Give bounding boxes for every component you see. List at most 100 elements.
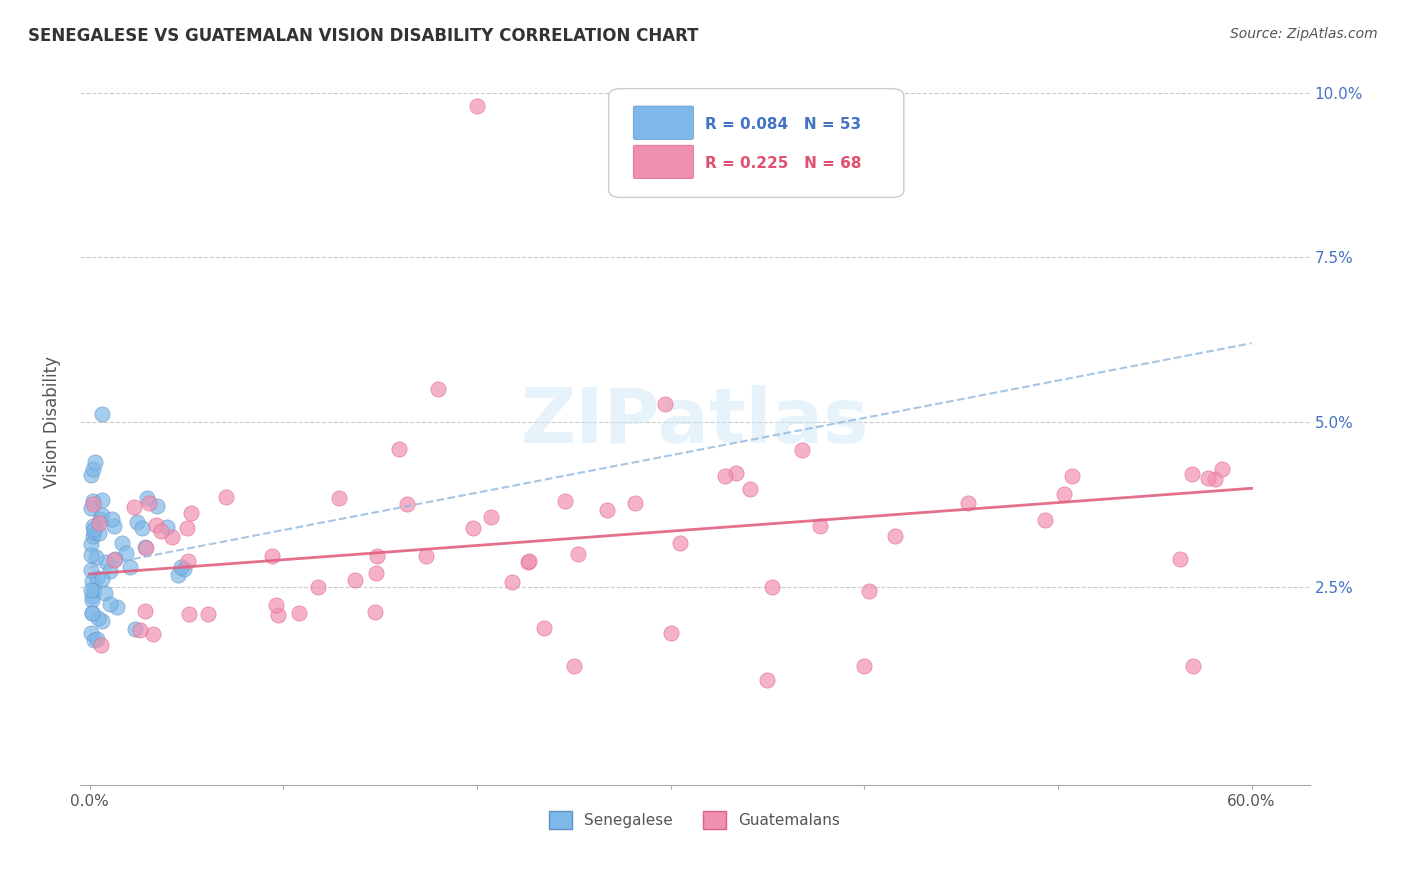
Point (1211, 461, 1233, 475)
Point (82, 574, 104, 588)
Point (94, 586, 117, 600)
Point (80, 626, 103, 640)
Point (756, 673, 779, 687)
Point (173, 562, 195, 576)
Point (80, 549, 103, 563)
Point (654, 397, 676, 411)
Point (713, 468, 735, 483)
Point (80, 563, 103, 577)
Point (118, 560, 141, 574)
Point (501, 575, 523, 590)
Point (461, 521, 484, 535)
Point (197, 607, 219, 621)
Point (1168, 551, 1191, 566)
Point (761, 580, 783, 594)
Point (101, 512, 124, 526)
Point (533, 621, 555, 635)
Point (104, 551, 127, 566)
Point (858, 583, 880, 598)
Point (659, 626, 682, 640)
Point (150, 524, 173, 538)
Point (82, 519, 104, 533)
Point (146, 499, 169, 513)
Point (562, 659, 585, 673)
Point (135, 541, 157, 555)
Point (115, 546, 138, 560)
Point (792, 442, 814, 457)
Point (267, 608, 290, 623)
Point (624, 496, 647, 510)
Point (103, 553, 125, 567)
Point (262, 549, 284, 563)
Point (80, 582, 103, 597)
Point (328, 491, 350, 506)
Point (80, 501, 103, 516)
Point (80, 607, 103, 621)
Point (83, 522, 105, 536)
Point (98, 597, 121, 611)
Point (87, 611, 110, 625)
Point (364, 605, 387, 619)
Point (344, 573, 367, 587)
Point (84, 549, 107, 564)
Point (1053, 487, 1076, 501)
Point (131, 521, 153, 535)
Point (82, 461, 104, 475)
Point (479, 509, 502, 524)
Point (170, 560, 193, 574)
Point (264, 598, 287, 612)
Point (96, 555, 118, 569)
Point (82, 494, 104, 508)
Point (1060, 468, 1083, 483)
Point (91, 572, 114, 586)
Point (1181, 467, 1204, 482)
Point (80, 537, 103, 551)
Point (364, 566, 387, 581)
Point (180, 506, 202, 520)
Point (1197, 471, 1219, 485)
Point (388, 442, 411, 456)
Point (100, 564, 122, 578)
Point (87, 516, 110, 530)
Point (517, 555, 540, 569)
FancyBboxPatch shape (609, 88, 904, 197)
Point (176, 521, 198, 535)
FancyBboxPatch shape (633, 145, 693, 178)
Point (82, 592, 104, 607)
Point (135, 491, 157, 505)
Point (853, 659, 876, 673)
Point (145, 518, 167, 533)
Point (82, 529, 104, 543)
Y-axis label: Vision Disability: Vision Disability (44, 356, 60, 488)
Point (83, 633, 105, 648)
Point (810, 519, 832, 533)
Point (89, 526, 111, 541)
Point (156, 520, 179, 534)
Point (160, 530, 183, 544)
Point (1035, 513, 1057, 527)
Point (517, 554, 540, 568)
Point (957, 495, 980, 509)
Point (177, 554, 200, 568)
Point (167, 568, 190, 582)
Point (89, 512, 111, 526)
Point (1182, 659, 1205, 673)
Point (91, 615, 114, 629)
Point (142, 627, 165, 641)
Point (179, 607, 201, 622)
Point (91, 508, 114, 522)
Point (554, 494, 576, 508)
Point (128, 624, 150, 638)
Point (1204, 473, 1226, 487)
Point (111, 535, 134, 549)
Point (366, 549, 388, 563)
Point (105, 600, 128, 615)
Point (725, 466, 748, 480)
Point (90, 638, 112, 652)
Point (124, 622, 146, 636)
Point (134, 604, 156, 618)
Point (84, 455, 107, 469)
Point (80, 606, 103, 620)
Point (90, 493, 112, 508)
Point (307, 580, 329, 594)
